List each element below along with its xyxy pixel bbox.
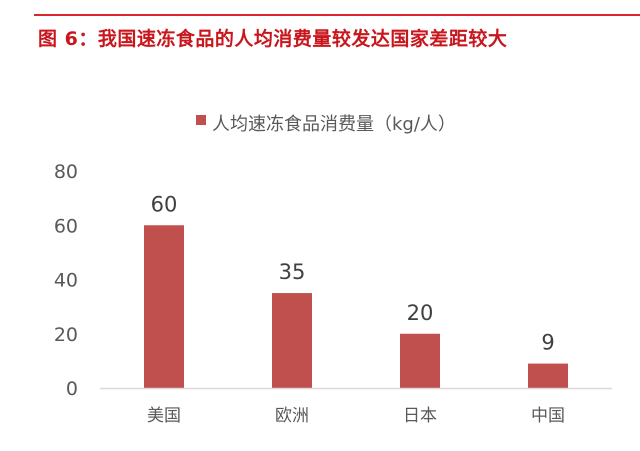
- legend-label: 人均速冻食品消费量（kg/人）: [212, 114, 456, 135]
- header-rule: [34, 14, 640, 16]
- y-tick-label: 60: [54, 215, 78, 237]
- data-label: 9: [541, 331, 554, 355]
- y-tick-label: 20: [54, 324, 78, 346]
- bar: [144, 225, 184, 388]
- data-label: 60: [151, 192, 178, 216]
- x-tick-label: 日本: [403, 406, 437, 426]
- legend-swatch: [196, 115, 206, 125]
- y-tick-label: 40: [54, 270, 78, 292]
- x-tick-label: 美国: [147, 406, 181, 426]
- y-tick-label: 0: [66, 378, 78, 400]
- x-tick-label: 中国: [531, 406, 565, 426]
- figure-title: 图 6：我国速冻食品的人均消费量较发达国家差距较大: [38, 28, 508, 50]
- x-tick-label: 欧洲: [275, 406, 309, 426]
- bar: [400, 333, 440, 388]
- y-tick-label: 80: [54, 161, 78, 183]
- bar: [528, 363, 568, 388]
- data-label: 20: [407, 301, 434, 325]
- bar: [272, 293, 312, 388]
- data-label: 35: [279, 260, 306, 284]
